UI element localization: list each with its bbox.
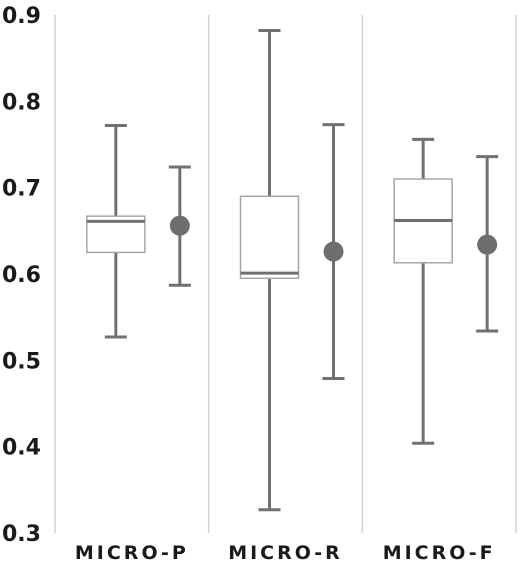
box-group	[86, 124, 146, 339]
mean-point	[323, 241, 344, 262]
y-tick-label: 0.9	[2, 4, 41, 29]
mean-point	[169, 215, 190, 236]
x-tick-label: MICRO-P	[75, 542, 189, 564]
mean-group	[322, 123, 345, 380]
y-tick-label: 0.7	[2, 177, 41, 202]
y-tick-label: 0.5	[2, 349, 41, 374]
x-tick-label: MICRO-R	[228, 542, 343, 564]
mean-group	[476, 155, 499, 333]
y-tick-label: 0.8	[2, 90, 41, 115]
mean-point	[477, 234, 498, 255]
box-group	[393, 137, 453, 445]
plot-area	[86, 29, 499, 512]
y-tick-label: 0.6	[2, 263, 41, 288]
category-separators	[54, 15, 517, 533]
y-axis: 0.3 0.4 0.5 0.6 0.7 0.8 0.9	[2, 4, 41, 547]
box-rect	[239, 195, 300, 280]
mean-group	[168, 165, 191, 287]
box-group	[239, 29, 300, 512]
x-tick-label: MICRO-F	[383, 542, 496, 564]
x-axis: MICRO-P MICRO-R MICRO-F	[75, 542, 496, 564]
y-tick-label: 0.4	[2, 436, 41, 461]
y-tick-label: 0.3	[2, 522, 41, 547]
